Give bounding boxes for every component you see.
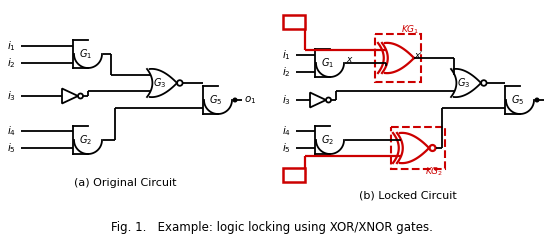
Text: $i_4$: $i_4$ (7, 124, 16, 138)
Text: $i_2$: $i_2$ (7, 56, 16, 70)
Text: Fig. 1.   Example: logic locking using XOR/XNOR gates.: Fig. 1. Example: logic locking using XOR… (111, 221, 433, 234)
Text: $i_2$: $i_2$ (282, 65, 290, 79)
Text: $i_5$: $i_5$ (7, 141, 16, 155)
Bar (283, 15, 305, 29)
Text: $k_1$: $k_1$ (288, 15, 300, 29)
Text: $i_3$: $i_3$ (7, 89, 16, 103)
Text: $i_3$: $i_3$ (282, 93, 291, 107)
Text: (b) Locked Circuit: (b) Locked Circuit (359, 190, 457, 200)
Bar (391, 127, 445, 169)
Circle shape (535, 98, 539, 102)
Text: $G_2$: $G_2$ (321, 133, 334, 147)
Text: $o_1$: $o_1$ (244, 94, 256, 106)
Text: $i_5$: $i_5$ (282, 141, 291, 155)
Bar (375, 34, 421, 82)
Text: $G_3$: $G_3$ (457, 76, 470, 90)
Text: $i_1$: $i_1$ (7, 39, 16, 53)
Circle shape (233, 98, 237, 102)
Text: $G_1$: $G_1$ (79, 47, 92, 61)
Bar (283, 168, 305, 182)
Text: $G_1$: $G_1$ (321, 56, 334, 70)
Text: $G_2$: $G_2$ (79, 133, 92, 147)
Text: $G_5$: $G_5$ (209, 93, 222, 107)
Text: (a) Original Circuit: (a) Original Circuit (74, 178, 176, 188)
Text: $x$: $x$ (346, 54, 354, 63)
Text: $i_4$: $i_4$ (282, 124, 291, 138)
Text: $k_2$: $k_2$ (288, 168, 300, 182)
Text: $KG_1$: $KG_1$ (400, 23, 419, 36)
Text: $KG_2$: $KG_2$ (425, 166, 443, 179)
Text: $i_1$: $i_1$ (282, 48, 291, 62)
Text: $x'$: $x'$ (414, 48, 424, 60)
Text: $G_3$: $G_3$ (153, 76, 166, 90)
Text: $G_5$: $G_5$ (511, 93, 524, 107)
